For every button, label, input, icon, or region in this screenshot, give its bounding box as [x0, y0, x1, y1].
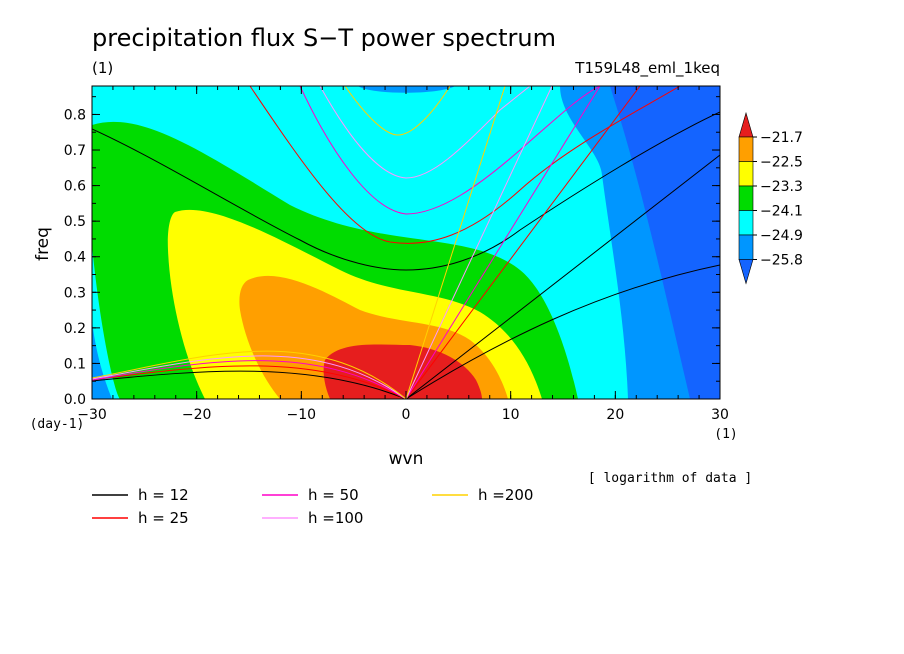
- curve-h25-3: [92, 365, 407, 399]
- curve-h200-3: [92, 350, 407, 399]
- x-axis: −30 −20 −10 0 10 20 30: [77, 86, 729, 423]
- curve-h12-2: [405, 154, 720, 399]
- x-tick-label: −10: [287, 407, 317, 423]
- colorbar-label: −21.7: [760, 130, 803, 146]
- x-tick-label: −30: [77, 407, 107, 423]
- colorbar-label: −24.1: [760, 204, 803, 220]
- y-tick-label: 0.4: [64, 250, 86, 266]
- legend-label: h =200: [478, 486, 533, 504]
- legend-label: h = 25: [138, 509, 189, 527]
- curve-h50-3: [92, 360, 407, 399]
- curve-h100-2: [405, 86, 553, 399]
- colorbar-label: −22.5: [760, 155, 803, 171]
- y-tick-label: 0.0: [64, 392, 86, 408]
- chart-title: precipitation flux S−T power spectrum: [92, 24, 556, 52]
- y-axis-label: freq: [33, 227, 53, 261]
- legend-label: h =100: [308, 509, 363, 527]
- curve-h12-3: [405, 264, 720, 399]
- curve-h50-1: [299, 86, 601, 215]
- x-unit-label: (1): [714, 427, 737, 442]
- x-tick-label: 30: [711, 407, 729, 423]
- colorbar-label: −24.9: [760, 228, 803, 244]
- plot-area: [92, 86, 720, 399]
- x-axis-label: wvn: [389, 449, 424, 469]
- legend-label: h = 50: [308, 486, 359, 504]
- curve-h50-2: [405, 86, 601, 399]
- colorbar-bottom-arrow: [738, 259, 754, 285]
- colorbar-label: −25.8: [760, 253, 803, 269]
- curve-h25-2: [405, 86, 641, 399]
- colorbar-swatch: [738, 185, 754, 211]
- colorbar-swatch: [738, 210, 754, 236]
- y-tick-label: 0.2: [64, 321, 86, 337]
- data-note: [ logarithm of data ]: [588, 471, 752, 486]
- chart-subtitle-right: T159L48_eml_1keq: [574, 59, 720, 78]
- colorbar-swatch: [738, 234, 754, 260]
- curve-h200-2: [405, 86, 506, 399]
- curve-h12-4: [92, 370, 407, 399]
- colorbar: −21.7 −22.5 −23.3 −24.1 −24.9 −25.8: [738, 111, 803, 285]
- y-tick-label: 0.8: [64, 107, 86, 123]
- curve-h100-3: [92, 355, 407, 399]
- legend-label: h = 12: [138, 486, 189, 504]
- colorbar-label: −23.3: [760, 179, 803, 195]
- x-tick-label: 0: [402, 407, 411, 423]
- y-tick-label: 0.5: [64, 214, 86, 230]
- x-tick-label: −20: [182, 407, 212, 423]
- chart-subtitle-left: (1): [92, 59, 113, 77]
- curve-h200-1: [344, 86, 451, 136]
- curve-h25-1: [249, 86, 681, 244]
- curve-h12-1: [92, 111, 720, 271]
- y-tick-label: 0.1: [64, 356, 86, 372]
- y-tick-label: 0.3: [64, 285, 86, 301]
- x-tick-label: 10: [502, 407, 520, 423]
- x-tick-label: 20: [606, 407, 624, 423]
- y-unit-label: (day-1): [30, 417, 85, 432]
- legend: h = 12 h = 25 h = 50 h =100 h =200: [92, 486, 533, 527]
- y-axis: 0.0 0.1 0.2 0.3 0.4 0.5 0.6 0.7 0.8: [64, 96, 720, 408]
- y-tick-label: 0.7: [64, 143, 86, 159]
- curve-h100-1: [319, 86, 531, 179]
- colorbar-top-arrow: [738, 111, 754, 138]
- y-tick-label: 0.6: [64, 179, 86, 195]
- colorbar-swatch: [738, 136, 754, 162]
- colorbar-swatch: [738, 161, 754, 187]
